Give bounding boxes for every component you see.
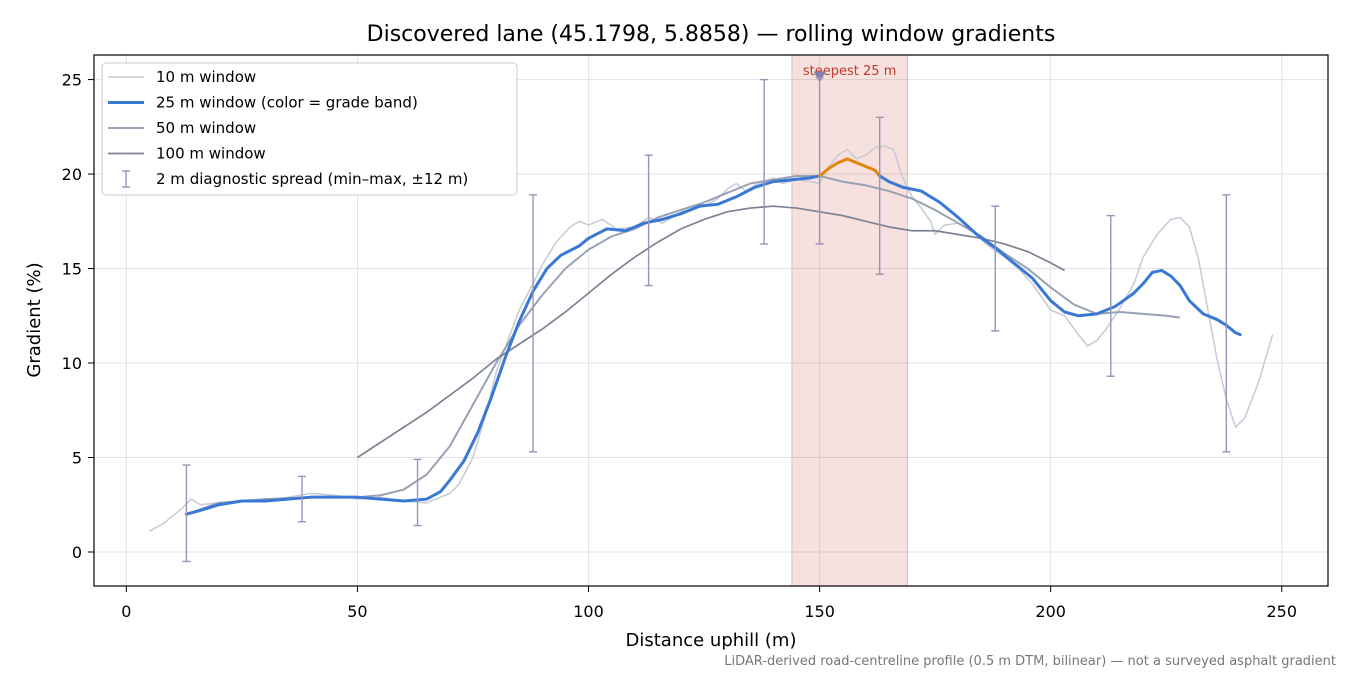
- steepest-band-label: steepest 25 m: [803, 64, 896, 79]
- errorbar-group: [182, 76, 1231, 563]
- legend-label: 10 m window: [156, 68, 256, 86]
- x-axis-label: Distance uphill (m): [626, 630, 797, 651]
- footnote: LiDAR-derived road-centreline profile (0…: [724, 654, 1336, 669]
- x-tick-label: 250: [1267, 602, 1298, 621]
- series-25m-steep-segment: [818, 157, 882, 178]
- legend-box: [101, 62, 518, 196]
- series-group: [149, 144, 1274, 532]
- legend-label: 2 m diagnostic spread (min–max, ±12 m): [156, 170, 468, 188]
- y-tick-label: 20: [62, 165, 82, 184]
- plot-frame: [93, 54, 1329, 587]
- legend: 10 m window 25 m window (color = grade ba…: [101, 62, 518, 196]
- y-axis-ticks: 0 5 10 15 20 25: [62, 71, 94, 562]
- legend-label: 50 m window: [156, 119, 256, 137]
- legend-label: 100 m window: [156, 145, 266, 163]
- highlight-band-group: steepest 25 m: [791, 54, 908, 587]
- y-axis-label: Gradient (%): [24, 262, 45, 377]
- y-tick-label: 10: [62, 354, 82, 373]
- y-tick-label: 15: [62, 260, 82, 279]
- x-tick-label: 150: [804, 602, 835, 621]
- series-50m-line: [186, 174, 1181, 516]
- x-tick-label: 50: [347, 602, 367, 621]
- chart-title: Discovered lane (45.1798, 5.8858) — roll…: [367, 22, 1056, 47]
- x-tick-label: 200: [1035, 602, 1066, 621]
- legend-label: 25 m window (color = grade band): [156, 94, 418, 112]
- x-tick-label: 0: [121, 602, 131, 621]
- y-tick-label: 0: [72, 543, 82, 562]
- steepest-band: [791, 54, 908, 587]
- y-tick-label: 5: [72, 449, 82, 468]
- series-100m-line: [356, 205, 1065, 459]
- x-axis-ticks: 0 50 100 150 200 250: [121, 586, 1297, 621]
- series-25m-line: [878, 174, 1242, 337]
- x-tick-label: 100: [573, 602, 604, 621]
- y-tick-label: 25: [62, 71, 82, 90]
- series-25m-line: [184, 174, 822, 516]
